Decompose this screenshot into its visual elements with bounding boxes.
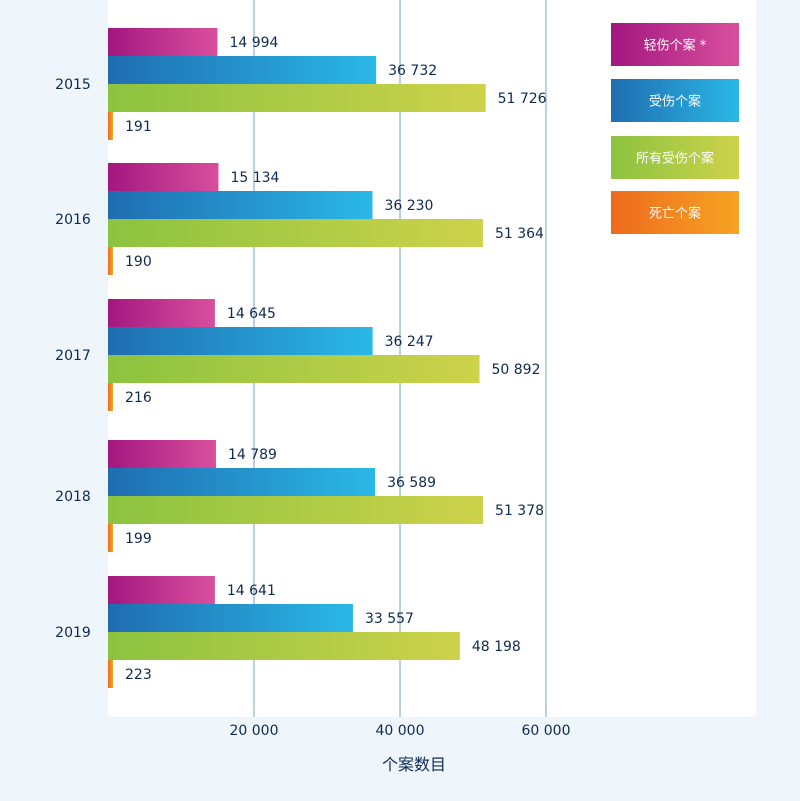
- data-label: 15 134: [230, 170, 279, 186]
- category-label: 2015: [55, 77, 91, 93]
- data-label: 216: [125, 390, 152, 406]
- legend-label: 所有受伤个案: [636, 152, 714, 167]
- data-label: 223: [125, 667, 152, 683]
- bar-2017-series-1: [108, 327, 373, 355]
- bar-2016-series-2: [108, 219, 483, 247]
- data-label: 14 645: [227, 306, 276, 322]
- data-label: 36 732: [388, 63, 437, 79]
- category-label: 2018: [55, 489, 91, 505]
- bar-2018-series-2: [108, 496, 484, 524]
- data-label: 14 641: [227, 583, 276, 599]
- bar-2017-series-0: [108, 299, 215, 327]
- data-label: 51 726: [498, 91, 547, 107]
- bar-2016-series-3: [108, 247, 113, 275]
- bar-2015-series-0: [108, 28, 218, 56]
- legend-swatch: [611, 191, 739, 234]
- legend-swatch: [611, 23, 739, 66]
- bar-2019-series-0: [108, 576, 215, 604]
- category-label: 2016: [55, 212, 91, 228]
- data-label: 14 994: [229, 35, 278, 51]
- bar-2015-series-3: [108, 112, 113, 140]
- data-label: 14 789: [228, 447, 277, 463]
- category-label: 2017: [55, 348, 91, 364]
- data-label: 51 378: [495, 503, 544, 519]
- data-label: 191: [125, 119, 152, 135]
- data-label: 190: [125, 254, 152, 270]
- bar-2017-series-2: [108, 355, 480, 383]
- data-label: 50 892: [492, 362, 541, 378]
- x-axis-title: 个案数目: [382, 755, 446, 774]
- bar-2018-series-3: [108, 524, 113, 552]
- data-label: 36 230: [384, 198, 433, 214]
- bar-2018-series-1: [108, 468, 376, 496]
- legend-swatch: [611, 136, 739, 179]
- bar-2015-series-2: [108, 84, 486, 112]
- data-label: 199: [125, 531, 152, 547]
- x-tick-label: 60 000: [522, 723, 571, 739]
- bar-2016-series-1: [108, 191, 373, 219]
- bar-2015-series-1: [108, 56, 377, 84]
- bar-2016-series-0: [108, 163, 219, 191]
- category-label: 2019: [55, 625, 91, 641]
- legend-label: 受伤个案: [649, 95, 701, 110]
- legend-label: 死亡个案: [649, 207, 701, 222]
- bar-2017-series-3: [108, 383, 113, 411]
- bar-2018-series-0: [108, 440, 216, 468]
- bar-2019-series-2: [108, 632, 460, 660]
- legend-swatch: [611, 79, 739, 122]
- data-label: 48 198: [472, 639, 521, 655]
- x-tick-label: 20 000: [230, 723, 279, 739]
- data-label: 33 557: [365, 611, 414, 627]
- data-label: 36 589: [387, 475, 436, 491]
- data-label: 51 364: [495, 226, 544, 242]
- x-tick-label: 40 000: [376, 723, 425, 739]
- bar-2019-series-1: [108, 604, 353, 632]
- legend-label: 轻伤个案 *: [644, 39, 707, 54]
- data-label: 36 247: [385, 334, 434, 350]
- bar-2019-series-3: [108, 660, 113, 688]
